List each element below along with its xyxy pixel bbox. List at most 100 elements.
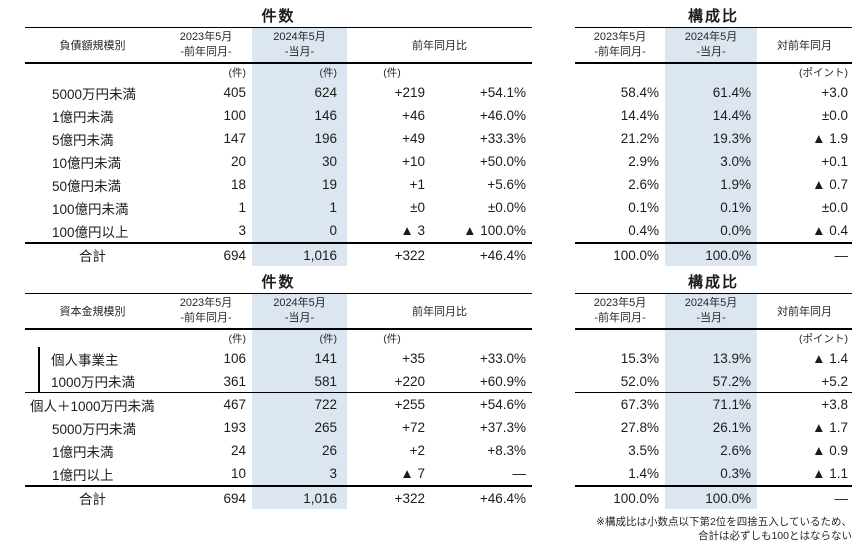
table-title-ratio: 構成比 [687, 8, 739, 25]
cell-ratio-2024: 13.9% [665, 347, 757, 370]
cell-ratio-2024: 71.1% [665, 393, 757, 416]
cell-diff-pct: +8.3% [487, 443, 526, 458]
header-row: 負債額規模別 2023年5月 -前年同月- 2024年5月 -当月- 前年同月比 [25, 28, 532, 64]
table-title-ratio: 構成比 [687, 274, 739, 291]
cell-ratio-2024: 61.4% [665, 81, 757, 104]
cell-2024: 3 [252, 462, 347, 485]
cell-ratio-diff: ▲ 0.4 [812, 223, 848, 238]
spacer [665, 330, 757, 347]
col-header-line2: -前年同月- [594, 46, 646, 58]
row-label: 5億円未満 [52, 132, 114, 148]
unit-label: (ポイント) [799, 333, 848, 345]
cell-ratio-diff: ▲ 1.1 [812, 466, 848, 481]
table-row: 5000万円未満 193 265 +72 +37.3% [25, 416, 532, 439]
cell-diff: +219 [394, 85, 425, 100]
col-header-line2: -前年同月- [180, 312, 232, 324]
col-header-2023: 2023年5月 -前年同月- [575, 28, 665, 62]
unit-label: (件) [228, 67, 247, 79]
unit-row: (ポイント) [575, 64, 852, 81]
cell-ratio-2023: 52.0% [620, 373, 659, 389]
unit-row: (件) (件) (件) [25, 64, 532, 81]
cell-2023: 1 [238, 200, 246, 215]
col-header-2023: 2023年5月 -前年同月- [160, 294, 252, 328]
cell-ratio-2023: 2.6% [628, 177, 659, 192]
cell-ratio-2024: 0.3% [665, 462, 757, 485]
cell-diff: +2 [409, 443, 425, 458]
cell-ratio-2024: 14.4% [665, 104, 757, 127]
row-label: 100億円以上 [52, 224, 129, 240]
col-header-line1: 2024年5月 [684, 297, 738, 310]
table-row: 2.6% 1.9% ▲ 0.7 [575, 173, 852, 196]
spacer [575, 64, 665, 81]
row-label: 50億円未満 [52, 178, 122, 194]
col-header-2024: 2024年5月 -当月- [665, 294, 757, 328]
cell-diff: +49 [402, 131, 425, 146]
cell-diff: +10 [402, 154, 425, 169]
cell-2023: 467 [223, 397, 246, 412]
capital-count-table: 件数 資本金規模別 2023年5月 -前年同月- 2024年5月 -当月- 前年… [25, 272, 532, 509]
unit-label: (件) [383, 333, 401, 345]
cell-ratio-diff: — [834, 490, 849, 506]
cell-2023: 100 [223, 108, 246, 123]
cell-ratio-2023: 0.1% [628, 200, 659, 215]
cell-2024: 722 [252, 393, 347, 416]
table-row: 0.1% 0.1% ±0.0 [575, 196, 852, 219]
table-row: 3.5% 2.6% ▲ 0.9 [575, 439, 852, 462]
col-header-line1: 2023年5月 [179, 297, 233, 310]
table-row: 1.4% 0.3% ▲ 1.1 [575, 462, 852, 485]
table-row: 0.4% 0.0% ▲ 0.4 [575, 219, 852, 242]
capital-ratio-grid: 2023年5月 -前年同月- 2024年5月 -当月- 対前年同月 (ポイント)… [575, 293, 852, 509]
table-row: 100億円未満 1 1 ±0 ±0.0% [25, 196, 532, 219]
col-header-2024: 2024年5月 -当月- [252, 294, 347, 328]
col-header-diff: 前年同月比 [412, 40, 467, 52]
cell-2024: 624 [252, 81, 347, 104]
cell-diff-pct: +33.3% [479, 131, 526, 146]
cell-diff: +72 [402, 420, 425, 435]
table-row: 個人＋1000万円未満 467 722 +255 +54.6% [25, 393, 532, 416]
cell-diff-pct: +60.9% [479, 373, 526, 389]
cell-ratio-diff: +3.0 [821, 85, 848, 100]
col-header-2023: 2023年5月 -前年同月- [160, 28, 252, 62]
unit-label: (件) [252, 64, 347, 81]
col-header-2023: 2023年5月 -前年同月- [575, 294, 665, 328]
cell-diff-pct: +46.4% [479, 247, 526, 263]
cell-diff-pct: +37.3% [479, 420, 526, 435]
col-header-line2: -当月- [284, 46, 315, 58]
group-bracket: 1000万円未満 [38, 370, 160, 392]
cell-ratio-2023: 3.5% [628, 443, 659, 458]
cell-2023: 106 [223, 351, 246, 366]
col-header-line1: 2023年5月 [593, 31, 647, 44]
cell-2023: 694 [223, 490, 246, 506]
spacer [437, 330, 532, 347]
cell-diff: +220 [394, 373, 425, 389]
cell-diff-pct: — [512, 466, 527, 481]
cell-2024: 265 [252, 416, 347, 439]
cell-ratio-2023: 58.4% [620, 85, 659, 100]
cell-diff-pct: ▲ 100.0% [463, 223, 526, 238]
cell-ratio-2024: 57.2% [665, 370, 757, 392]
cell-2023: 147 [223, 131, 246, 146]
footnote-line1: ※構成比は小数点以下第2位を四捨五入しているため、 [596, 516, 852, 528]
col-header-line1: 2024年5月 [684, 31, 738, 44]
col-header-line1: 2023年5月 [179, 31, 233, 44]
table-row: 50億円未満 18 19 +1 +5.6% [25, 173, 532, 196]
unit-label: (ポイント) [799, 67, 848, 79]
row-label-wrap: 個人事業主 [25, 347, 160, 370]
cell-ratio-2023: 15.3% [620, 351, 659, 366]
cell-diff: ▲ 3 [400, 223, 425, 238]
cell-ratio-diff: +3.8 [821, 397, 848, 412]
total-label: 合計 [79, 249, 106, 264]
cell-2023: 405 [223, 85, 246, 100]
table-row: 2.9% 3.0% +0.1 [575, 150, 852, 173]
cell-2024: 141 [252, 347, 347, 370]
debt-ratio-grid: 2023年5月 -前年同月- 2024年5月 -当月- 対前年同月 (ポイント)… [575, 27, 852, 266]
footnote: ※構成比は小数点以下第2位を四捨五入しているため、 合計は必ずしも100とはなら… [596, 515, 852, 543]
cell-diff-pct: +50.0% [479, 154, 526, 169]
cell-2024: 146 [252, 104, 347, 127]
cell-ratio-2023: 2.9% [628, 154, 659, 169]
cell-ratio-2024: 0.0% [665, 219, 757, 242]
total-row: 100.0% 100.0% — [575, 485, 852, 509]
spacer [437, 64, 532, 81]
total-row: 100.0% 100.0% — [575, 242, 852, 266]
cell-diff: +255 [394, 397, 425, 412]
